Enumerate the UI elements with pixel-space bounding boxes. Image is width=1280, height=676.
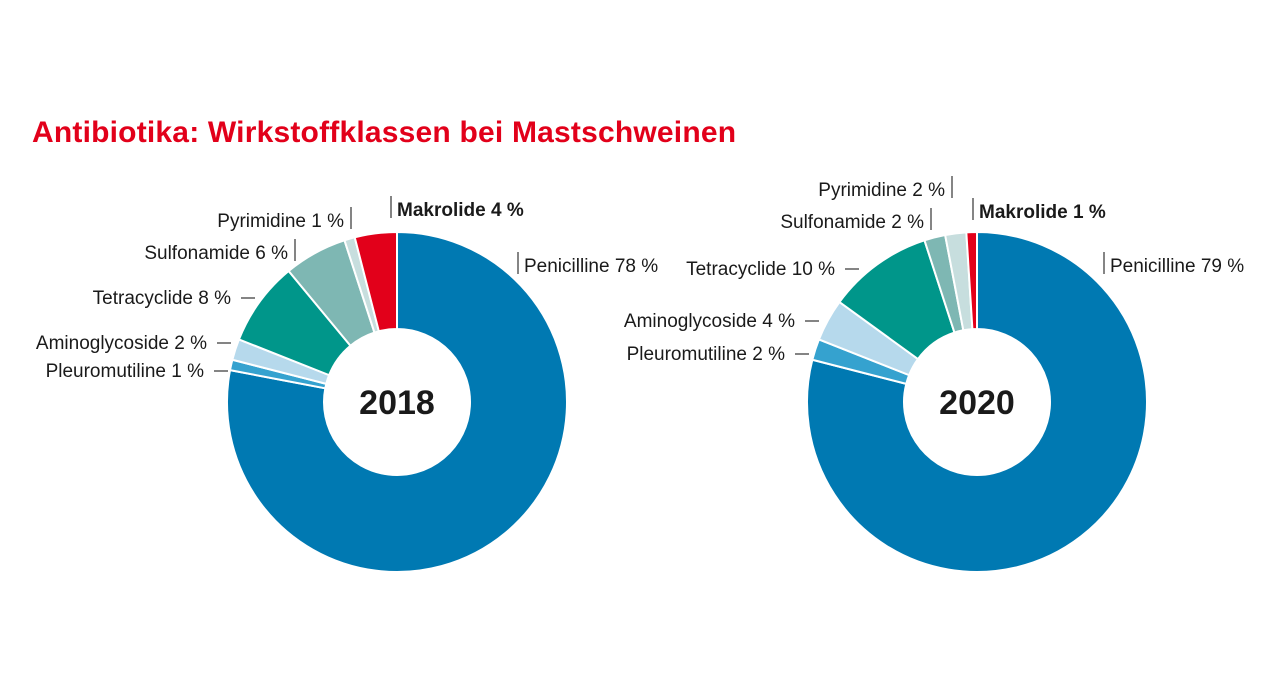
slice-penicilline: [806, 231, 1148, 573]
label-makrolide: Makrolide 4 %: [397, 200, 524, 221]
center-year-label: 2020: [939, 384, 1015, 422]
label-tetracyclide: Tetracyclide 8 %: [93, 288, 231, 309]
center-year-label: 2018: [359, 384, 435, 422]
slice-makrolide: [353, 231, 398, 333]
label-tetracyclide: Tetracyclide 10 %: [686, 259, 835, 280]
label-makrolide: Makrolide 1 %: [979, 202, 1106, 223]
slice-penicilline: [226, 231, 568, 573]
label-penicilline: Penicilline 79 %: [1110, 256, 1244, 277]
label-aminoglycoside: Aminoglycoside 2 %: [36, 333, 207, 354]
slice-makrolide: [965, 230, 978, 331]
donut-2018: 2018 Penicilline 78 % Pleuromutiline 1 % Am…: [36, 196, 658, 573]
label-penicilline: Penicilline 78 %: [524, 256, 658, 277]
label-sulfonamide: Sulfonamide 6 %: [144, 243, 288, 264]
label-aminoglycoside: Aminoglycoside 4 %: [624, 311, 795, 332]
chart-title: Antibiotika: Wirkstoffklassen bei Mastsc…: [32, 116, 737, 149]
label-pleuromutiline: Pleuromutiline 2 %: [627, 344, 786, 365]
label-pyrimidine: Pyrimidine 2 %: [818, 180, 945, 201]
label-sulfonamide: Sulfonamide 2 %: [780, 212, 924, 233]
label-pleuromutiline: Pleuromutiline 1 %: [46, 361, 205, 382]
label-pyrimidine: Pyrimidine 1 %: [217, 211, 344, 232]
donut-2020: 2020 Penicilline 79 % Pleuromutiline 2 % Am…: [624, 176, 1244, 573]
